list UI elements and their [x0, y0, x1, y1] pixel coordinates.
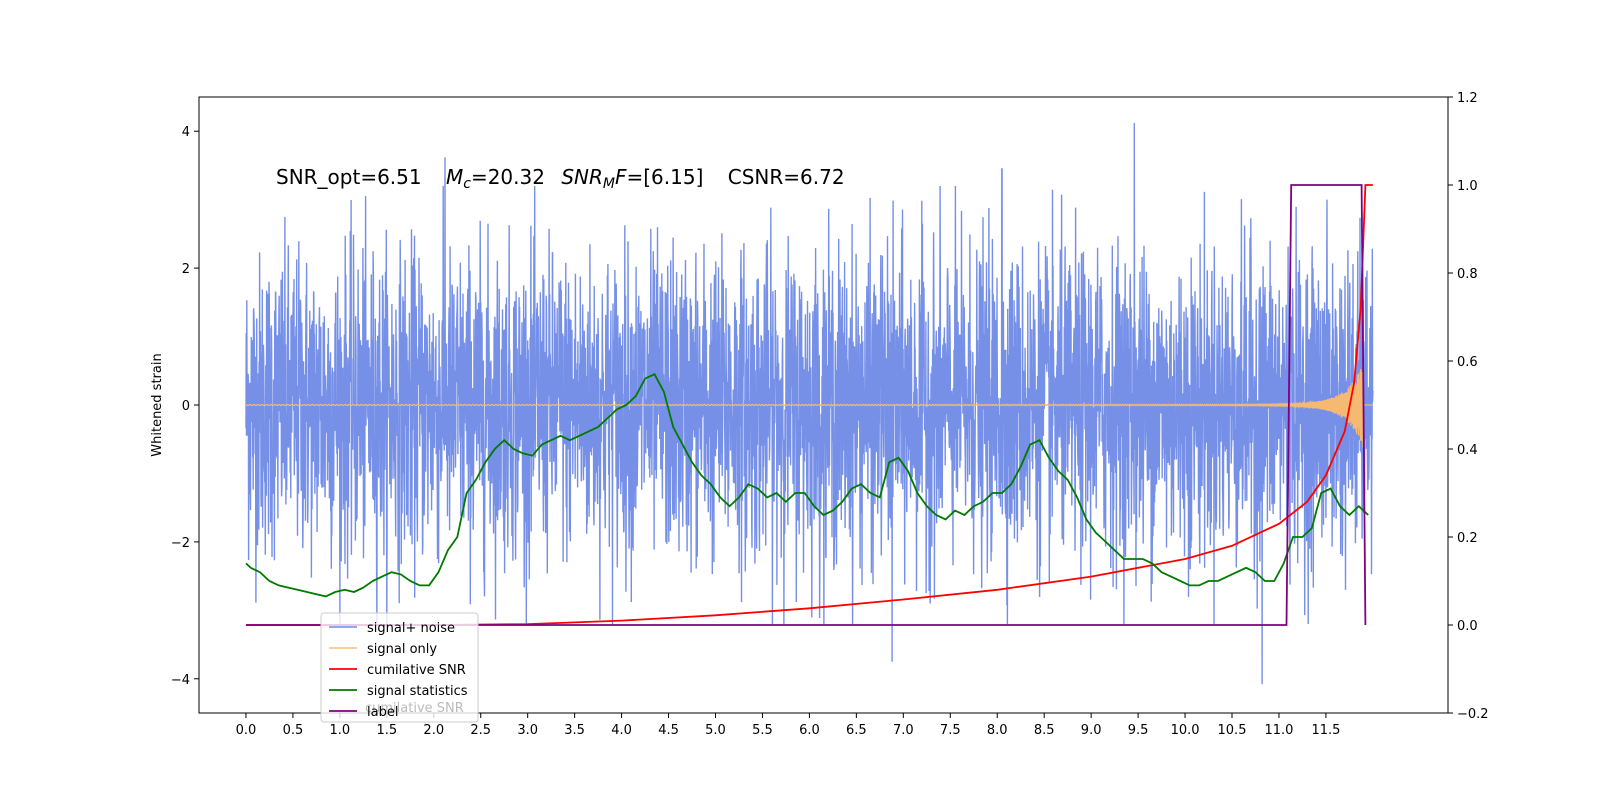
- x-tick-label: 3.5: [564, 723, 585, 738]
- x-tick-label: 5.0: [705, 723, 726, 738]
- cumulative-snr-line: [246, 184, 1373, 626]
- label-line: [246, 184, 1367, 626]
- y2-tick-label: 0.0: [1457, 619, 1478, 634]
- signal-only-line: [245, 368, 1373, 448]
- x-tick-label: 11.5: [1311, 723, 1340, 738]
- y-tick-label: −4: [171, 673, 190, 688]
- y-tick-label: 0: [182, 399, 190, 414]
- signal-noise-line: [245, 122, 1374, 685]
- x-tick-label: 4.0: [611, 723, 632, 738]
- x-tick-label: 1.0: [330, 723, 351, 738]
- x-axis: 0.0 0.5 1.0 1.5 2.0 2.5 3.0 3.5 4.0 4.5 5.0 5.5 6.0 6…: [236, 713, 1340, 738]
- x-tick-label: 2.5: [470, 723, 491, 738]
- x-tick-label: 0.0: [236, 723, 257, 738]
- snrmf-subscript: M: [603, 176, 615, 192]
- legend-entry-label: signal statistics: [367, 684, 468, 699]
- legend: cumilative SNR signal+ noise signal only c…: [320, 612, 479, 723]
- x-tick-label: 7.0: [893, 723, 914, 738]
- y-tick-label: 2: [182, 262, 190, 277]
- y2-tick-label: −0.2: [1457, 707, 1489, 722]
- mc-subscript: c: [463, 176, 471, 192]
- y-tick-label: 4: [182, 125, 190, 140]
- y-axis-right: 1.2 1.0 0.8 0.6 0.4 0.2 0.0 −0.2: [1448, 91, 1489, 722]
- x-tick-label: 6.0: [799, 723, 820, 738]
- x-tick-label: 6.5: [846, 723, 867, 738]
- x-tick-label: 11.0: [1264, 723, 1293, 738]
- x-tick-label: 0.5: [283, 723, 304, 738]
- x-tick-label: 8.5: [1034, 723, 1055, 738]
- x-tick-label: 2.0: [423, 723, 444, 738]
- x-tick-label: 3.0: [517, 723, 538, 738]
- csnr-text: CSNR=6.72: [728, 165, 845, 189]
- legend-box: [320, 612, 479, 723]
- x-tick-label: 9.5: [1128, 723, 1149, 738]
- y2-tick-label: 0.8: [1457, 267, 1478, 282]
- y2-tick-label: 1.0: [1457, 179, 1478, 194]
- snr-annotation: SNR_opt=6.51 Mc=20.32 SNRMF=[6.15] CSNR=…: [276, 165, 845, 192]
- y-axis-left: 4 2 0 −2 −4: [171, 125, 199, 688]
- snrmf-value: =[6.15]: [627, 165, 704, 189]
- legend-entry-label: signal+ noise: [367, 621, 455, 636]
- y2-tick-label: 0.2: [1457, 531, 1478, 546]
- x-tick-label: 8.0: [987, 723, 1008, 738]
- snr-opt-text: SNR_opt=6.51: [276, 165, 422, 189]
- x-tick-label: 10.0: [1171, 723, 1200, 738]
- x-tick-label: 7.5: [940, 723, 961, 738]
- mc-symbol: M: [446, 165, 463, 189]
- legend-entry-label: label: [367, 705, 398, 720]
- y2-tick-label: 0.6: [1457, 355, 1478, 370]
- y-tick-label: −2: [171, 536, 190, 551]
- legend-entry-label: cumilative SNR: [367, 663, 466, 678]
- x-tick-label: 4.5: [658, 723, 679, 738]
- mc-value: =20.32: [471, 165, 545, 189]
- y-axis-label: Whitened strain: [150, 353, 165, 456]
- x-tick-label: 9.0: [1081, 723, 1102, 738]
- snrmf-f: F: [615, 165, 627, 189]
- legend-entry-label: signal only: [367, 642, 437, 657]
- x-tick-label: 1.5: [376, 723, 397, 738]
- snrmf-symbol: SNR: [561, 165, 603, 189]
- x-tick-label: 10.5: [1218, 723, 1247, 738]
- signal-statistics-line: [245, 373, 1369, 598]
- legend-hidden-entry: cumilative SNR: [365, 701, 464, 716]
- x-tick-label: 5.5: [752, 723, 773, 738]
- y2-tick-label: 1.2: [1457, 91, 1478, 106]
- y2-tick-label: 0.4: [1457, 443, 1478, 458]
